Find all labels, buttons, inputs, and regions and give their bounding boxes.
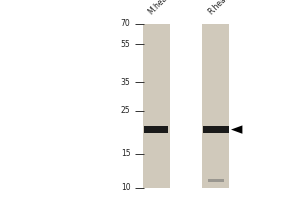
Bar: [208, 179, 224, 182]
Text: 10: 10: [121, 184, 130, 192]
Text: 35: 35: [121, 78, 130, 87]
Text: 25: 25: [121, 106, 130, 115]
Bar: [202, 24, 230, 188]
Text: 15: 15: [121, 149, 130, 158]
Bar: [144, 126, 168, 133]
Text: 70: 70: [121, 19, 130, 28]
Bar: [203, 126, 229, 133]
Text: 55: 55: [121, 40, 130, 49]
Text: M.heart: M.heart: [147, 0, 174, 16]
Bar: [142, 24, 170, 188]
Text: R.heart: R.heart: [207, 0, 233, 16]
Polygon shape: [231, 125, 242, 134]
